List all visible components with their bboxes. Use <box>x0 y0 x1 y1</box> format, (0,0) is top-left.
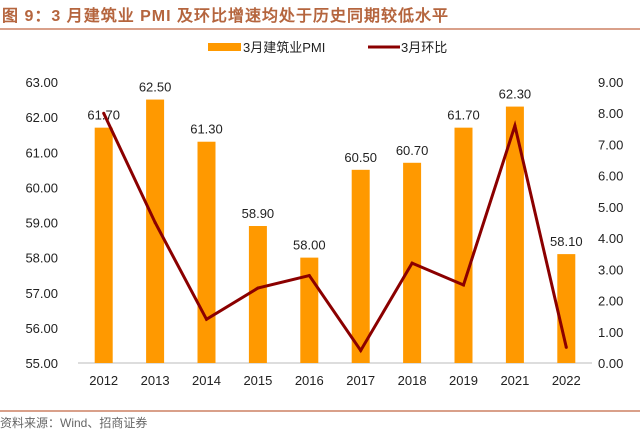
x-tick-label: 2014 <box>192 373 221 388</box>
bar <box>454 127 473 363</box>
right-tick-label: 0.00 <box>598 356 623 371</box>
right-tick-label: 6.00 <box>598 169 623 184</box>
bar-label: 58.00 <box>293 238 326 253</box>
chart-title: 图 9：3 月建筑业 PMI 及环比增速均处于历史同期较低水平 <box>2 8 450 25</box>
footer-divider <box>0 410 640 412</box>
line-series <box>102 112 568 354</box>
right-tick-label: 4.00 <box>598 231 623 246</box>
x-tick-label: 2017 <box>346 373 375 388</box>
bar <box>197 141 216 363</box>
right-tick-label: 8.00 <box>598 106 623 121</box>
left-tick-label: 59.00 <box>25 216 58 231</box>
right-tick-label: 2.00 <box>598 294 623 309</box>
left-tick-label: 62.00 <box>25 110 58 125</box>
bar <box>505 106 524 364</box>
line-point <box>513 124 517 128</box>
bar <box>94 127 113 363</box>
line-point <box>410 261 414 265</box>
source-note: 资料来源：Wind、招商证券 <box>0 416 148 430</box>
bar-label: 61.70 <box>447 108 480 123</box>
right-tick-label: 7.00 <box>598 137 623 152</box>
x-tick-label: 2012 <box>89 373 118 388</box>
left-tick-label: 57.00 <box>25 286 58 301</box>
x-tick-label: 2019 <box>449 373 478 388</box>
bar-label: 60.70 <box>396 143 429 158</box>
right-tick-label: 9.00 <box>598 75 623 90</box>
bar <box>300 257 319 363</box>
x-tick-label: 2018 <box>398 373 427 388</box>
bar-label: 58.90 <box>242 206 275 221</box>
left-tick-label: 55.00 <box>25 356 58 371</box>
line-point <box>359 349 363 353</box>
right-tick-label: 5.00 <box>598 200 623 215</box>
x-tick-label: 2013 <box>141 373 170 388</box>
bar-label: 61.30 <box>190 122 223 137</box>
bar-label: 62.30 <box>499 87 532 102</box>
bar <box>248 226 267 363</box>
bar-label: 62.50 <box>139 80 172 95</box>
left-tick-label: 61.00 <box>25 145 58 160</box>
left-tick-label: 56.00 <box>25 321 58 336</box>
left-tick-label: 58.00 <box>25 251 58 266</box>
left-tick-label: 63.00 <box>25 75 58 90</box>
line-point <box>462 283 465 287</box>
line-point <box>256 286 260 290</box>
x-tick-label: 2015 <box>243 373 272 388</box>
line-point <box>102 111 106 115</box>
line-point <box>153 221 157 224</box>
line-point <box>564 345 568 349</box>
legend-label-line: 3月环比 <box>401 40 447 55</box>
bar <box>557 254 576 363</box>
x-tick-label: 2016 <box>295 373 324 388</box>
title-divider <box>0 28 640 30</box>
line-point <box>205 317 208 321</box>
left-tick-label: 60.00 <box>25 180 58 195</box>
line-point <box>307 274 311 278</box>
bar-label: 60.50 <box>344 150 377 165</box>
x-tick-label: 2021 <box>500 373 529 388</box>
legend-label-bar: 3月建筑业PMI <box>243 40 325 55</box>
right-tick-label: 3.00 <box>598 262 623 277</box>
bar <box>146 99 165 363</box>
legend-swatch-bar <box>208 43 241 51</box>
bar <box>351 169 370 363</box>
bar-label: 58.10 <box>550 234 583 249</box>
x-tick-label: 2022 <box>552 373 581 388</box>
right-tick-label: 1.00 <box>598 325 623 340</box>
